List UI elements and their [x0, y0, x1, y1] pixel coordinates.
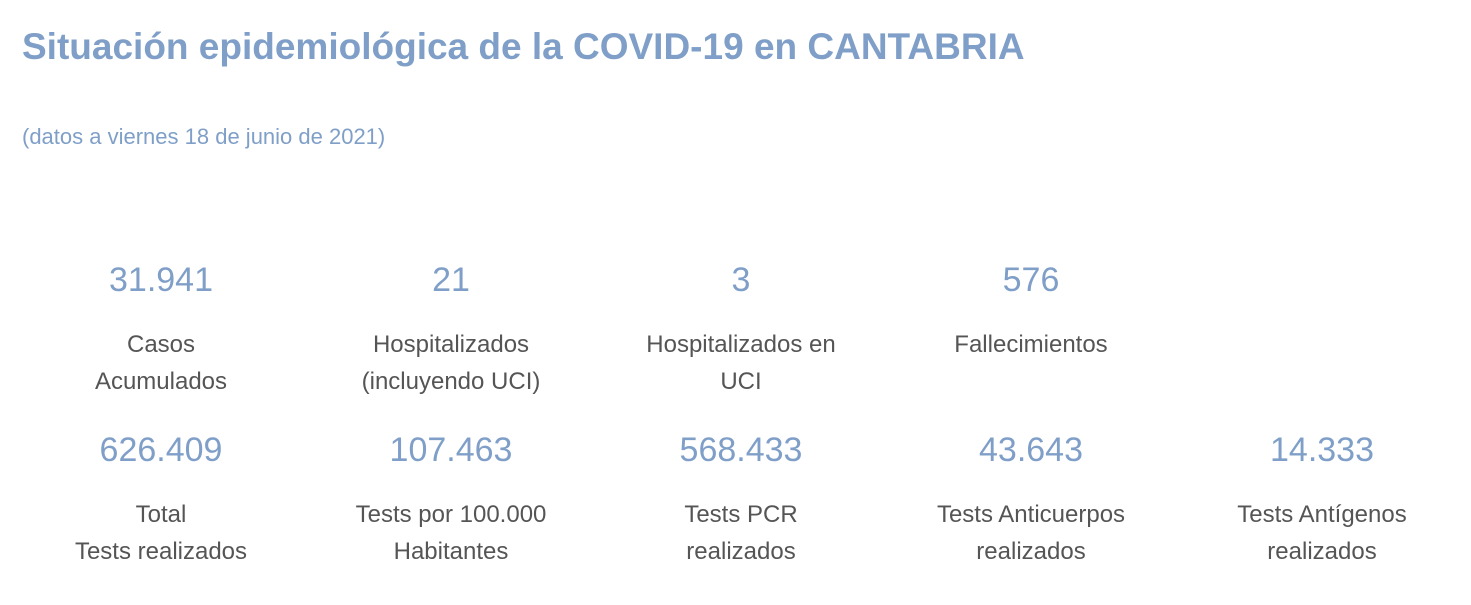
stat-label-line: realizados — [686, 538, 796, 565]
stat-value: 21 — [432, 261, 470, 299]
stat-tests-por-100000: 107.463 Tests por 100.000 Habitantes — [306, 430, 596, 570]
stat-label-line: Tests realizados — [74, 538, 248, 565]
stat-label-line: Casos — [126, 331, 196, 358]
stat-label: Tests por 100.000 Habitantes — [306, 496, 596, 570]
stat-label: Tests PCR realizados — [596, 496, 886, 570]
stat-label-line: Hospitalizados — [372, 331, 530, 358]
stat-label-line: UCI — [720, 368, 762, 395]
stat-label: Hospitalizados (incluyendo UCI) — [306, 326, 596, 400]
stat-label-line: realizados — [1267, 538, 1377, 565]
page-title: Situación epidemiológica de la COVID-19 … — [22, 26, 1025, 67]
stat-value: 43.643 — [979, 431, 1083, 469]
stat-label: Total Tests realizados — [16, 496, 306, 570]
stat-label: Fallecimientos — [886, 326, 1176, 363]
stat-label: Tests Antígenos realizados — [1177, 496, 1467, 570]
stat-label-line: Tests Antígenos — [1237, 501, 1407, 528]
stat-label-line: Tests PCR — [684, 501, 798, 528]
stat-label-line: Total — [135, 501, 187, 528]
stat-fallecimientos: 576 Fallecimientos — [886, 260, 1176, 363]
stat-label-line: Tests Anticuerpos — [936, 501, 1126, 528]
stat-value: 568.433 — [679, 431, 803, 469]
stat-tests-antigenos: 14.333 Tests Antígenos realizados — [1177, 430, 1467, 570]
stat-label-line: Hospitalizados en — [646, 331, 836, 358]
stat-hospitalizados: 21 Hospitalizados (incluyendo UCI) — [306, 260, 596, 400]
stat-label-line: Acumulados — [94, 368, 228, 395]
stat-value: 31.941 — [109, 261, 213, 299]
stat-label-line: Habitantes — [393, 538, 509, 565]
stat-tests-anticuerpos: 43.643 Tests Anticuerpos realizados — [886, 430, 1176, 570]
stat-label-line: Tests por 100.000 — [355, 501, 547, 528]
stat-tests-pcr: 568.433 Tests PCR realizados — [596, 430, 886, 570]
stat-hospitalizados-uci: 3 Hospitalizados en UCI — [596, 260, 886, 400]
stat-value: 107.463 — [389, 431, 513, 469]
stat-value: 3 — [731, 261, 751, 299]
stat-label-line: Fallecimientos — [954, 331, 1108, 358]
stat-total-tests: 626.409 Total Tests realizados — [16, 430, 306, 570]
data-date-subtitle: (datos a viernes 18 de junio de 2021) — [22, 124, 386, 149]
stat-casos-acumulados: 31.941 Casos Acumulados — [16, 260, 306, 400]
stat-value: 14.333 — [1270, 431, 1374, 469]
stat-label: Hospitalizados en UCI — [596, 326, 886, 400]
stat-label-line: (incluyendo UCI) — [361, 368, 541, 395]
stat-value: 576 — [1002, 261, 1060, 299]
stat-value: 626.409 — [99, 431, 223, 469]
stat-label: Casos Acumulados — [16, 326, 306, 400]
stat-label-line: realizados — [976, 538, 1086, 565]
stat-label: Tests Anticuerpos realizados — [886, 496, 1176, 570]
